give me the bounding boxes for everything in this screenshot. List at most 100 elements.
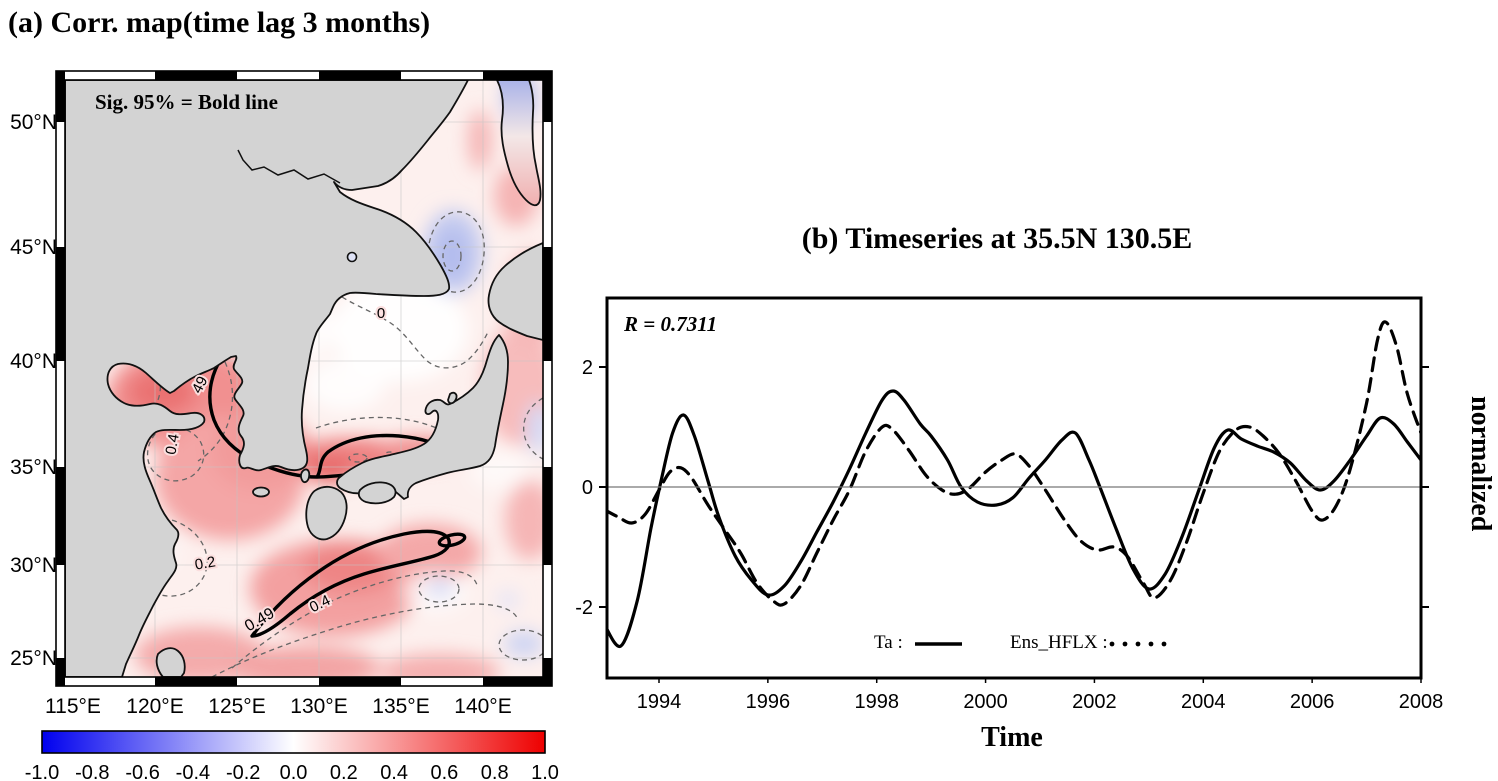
contour-label: 0.4 bbox=[162, 432, 182, 455]
y-tick-label: 0 bbox=[582, 477, 593, 499]
frame-segment bbox=[543, 71, 552, 122]
colorbar-tick-label: -0.6 bbox=[125, 762, 159, 781]
panel-a-title: (a) Corr. map(time lag 3 months) bbox=[8, 6, 431, 39]
frame-segment bbox=[237, 677, 319, 686]
colorbar-tick-label: -0.4 bbox=[176, 762, 210, 781]
asia-continent bbox=[65, 80, 469, 677]
x-tick-label: 1994 bbox=[637, 691, 682, 713]
hokkaido bbox=[487, 242, 543, 341]
timeseries-plot: 2 0 -2 1994 1996 1998 2000 2002 2004 2006 2008 bbox=[575, 296, 1443, 713]
frame-segment bbox=[543, 247, 552, 361]
map-tick-labels: 115°E 120°E 125°E 130°E 135°E 140°E 50°N 45°N 40… bbox=[10, 111, 512, 718]
shikoku bbox=[357, 481, 397, 505]
colorbar-labels: -1.0 -0.8 -0.6 -0.4 -0.2 0.0 0.2 0.4 0.6 0.8 1.0 bbox=[25, 762, 559, 781]
sado-island bbox=[447, 391, 458, 405]
frame-segment bbox=[155, 71, 237, 80]
colorbar bbox=[41, 730, 546, 754]
legend-ens-hflx-label: Ens_HFLX : bbox=[1010, 632, 1108, 653]
sakhalin bbox=[495, 80, 542, 207]
amur-river bbox=[237, 149, 341, 184]
frame-segment bbox=[483, 677, 552, 686]
frame-segment bbox=[56, 565, 65, 658]
lat-tick-label: 35°N bbox=[10, 456, 57, 479]
y-tick-label: 2 bbox=[582, 357, 593, 379]
colorbar-tick-label: 1.0 bbox=[531, 762, 559, 781]
x-tick-label: 2006 bbox=[1290, 691, 1335, 713]
x-tick-label: 1998 bbox=[854, 691, 899, 713]
frame-segment bbox=[155, 677, 237, 686]
kyushu bbox=[305, 485, 348, 541]
significance-annotation: Sig. 95% = Bold line bbox=[95, 90, 278, 114]
frame-segment bbox=[543, 565, 552, 658]
frame-segment bbox=[56, 247, 65, 361]
tsushima bbox=[300, 468, 311, 484]
timeseries-curves bbox=[607, 320, 1421, 648]
x-tick-label: 2004 bbox=[1181, 691, 1226, 713]
x-axis-title: Time bbox=[981, 722, 1043, 753]
frame-segment bbox=[543, 122, 552, 247]
frame-segment bbox=[56, 467, 65, 565]
colorbar-tick-label: 0.0 bbox=[280, 762, 308, 781]
lon-tick-label: 125°E bbox=[208, 695, 265, 718]
x-tick-label: 2000 bbox=[963, 691, 1008, 713]
panel-b-title: (b) Timeseries at 35.5N 130.5E bbox=[801, 222, 1193, 255]
colorbar-tick-label: 0.2 bbox=[330, 762, 358, 781]
lon-tick-label: 115°E bbox=[45, 695, 101, 718]
plot-area bbox=[607, 298, 1421, 678]
lat-tick-label: 40°N bbox=[10, 350, 57, 373]
frame-segment bbox=[56, 361, 65, 467]
legend-dotted-swatch bbox=[1109, 641, 1167, 647]
lat-tick-label: 25°N bbox=[10, 647, 57, 670]
lon-tick-label: 130°E bbox=[290, 695, 347, 718]
colorbar-tick-label: -0.8 bbox=[75, 762, 109, 781]
series-ens_hflx-curve bbox=[607, 320, 1421, 607]
lon-tick-label: 140°E bbox=[454, 695, 511, 718]
frame-segment bbox=[483, 71, 552, 80]
lon-tick-label: 120°E bbox=[126, 695, 183, 718]
legend-ta-label: Ta : bbox=[874, 632, 903, 653]
colorbar-tick-label: 0.6 bbox=[430, 762, 458, 781]
frame-segment bbox=[56, 71, 65, 122]
x-tick-label: 2002 bbox=[1072, 691, 1117, 713]
honshu bbox=[336, 334, 509, 500]
frame-segment bbox=[543, 361, 552, 467]
timeseries-axes: 2 0 -2 1994 1996 1998 2000 2002 2004 2006 2008 bbox=[575, 357, 1443, 713]
small-island bbox=[346, 251, 358, 263]
lat-tick-label: 45°N bbox=[10, 236, 57, 259]
x-tick-label: 1996 bbox=[746, 691, 791, 713]
frame-segment bbox=[56, 71, 155, 80]
frame-segment bbox=[319, 71, 401, 80]
landmass bbox=[65, 80, 543, 677]
plot-frame bbox=[605, 296, 1423, 680]
colorbar-tick-label: 0.4 bbox=[380, 762, 408, 781]
contour-label: 0.2 bbox=[193, 553, 216, 573]
lon-tick-label: 135°E bbox=[372, 695, 429, 718]
colorbar-tick-label: -1.0 bbox=[25, 762, 59, 781]
frame-segment bbox=[56, 677, 155, 686]
frame-segment bbox=[401, 71, 483, 80]
frame-segment bbox=[237, 71, 319, 80]
correlation-stat-label: R = 0.7311 bbox=[624, 312, 718, 336]
map-frame bbox=[55, 70, 553, 687]
frame-segment bbox=[56, 122, 65, 247]
frame-segment bbox=[401, 677, 483, 686]
legend-swatches bbox=[915, 641, 1167, 647]
frame-segment bbox=[56, 658, 65, 686]
colorbar-tick-label: -0.2 bbox=[226, 762, 260, 781]
lat-tick-label: 30°N bbox=[10, 554, 57, 577]
x-tick-label: 2008 bbox=[1399, 691, 1444, 713]
taiwan bbox=[155, 647, 186, 677]
lat-tick-label: 50°N bbox=[10, 111, 57, 134]
colorbar-tick-label: 0.8 bbox=[481, 762, 509, 781]
series-ta-curve bbox=[607, 389, 1421, 648]
frame-segment bbox=[543, 658, 552, 686]
frame-segment bbox=[319, 677, 401, 686]
jeju-island bbox=[252, 486, 270, 498]
y-axis-title: normalized bbox=[1465, 396, 1496, 532]
y-tick-label: -2 bbox=[575, 597, 593, 619]
contour-label: 0 bbox=[377, 305, 385, 322]
frame-segment bbox=[543, 467, 552, 565]
